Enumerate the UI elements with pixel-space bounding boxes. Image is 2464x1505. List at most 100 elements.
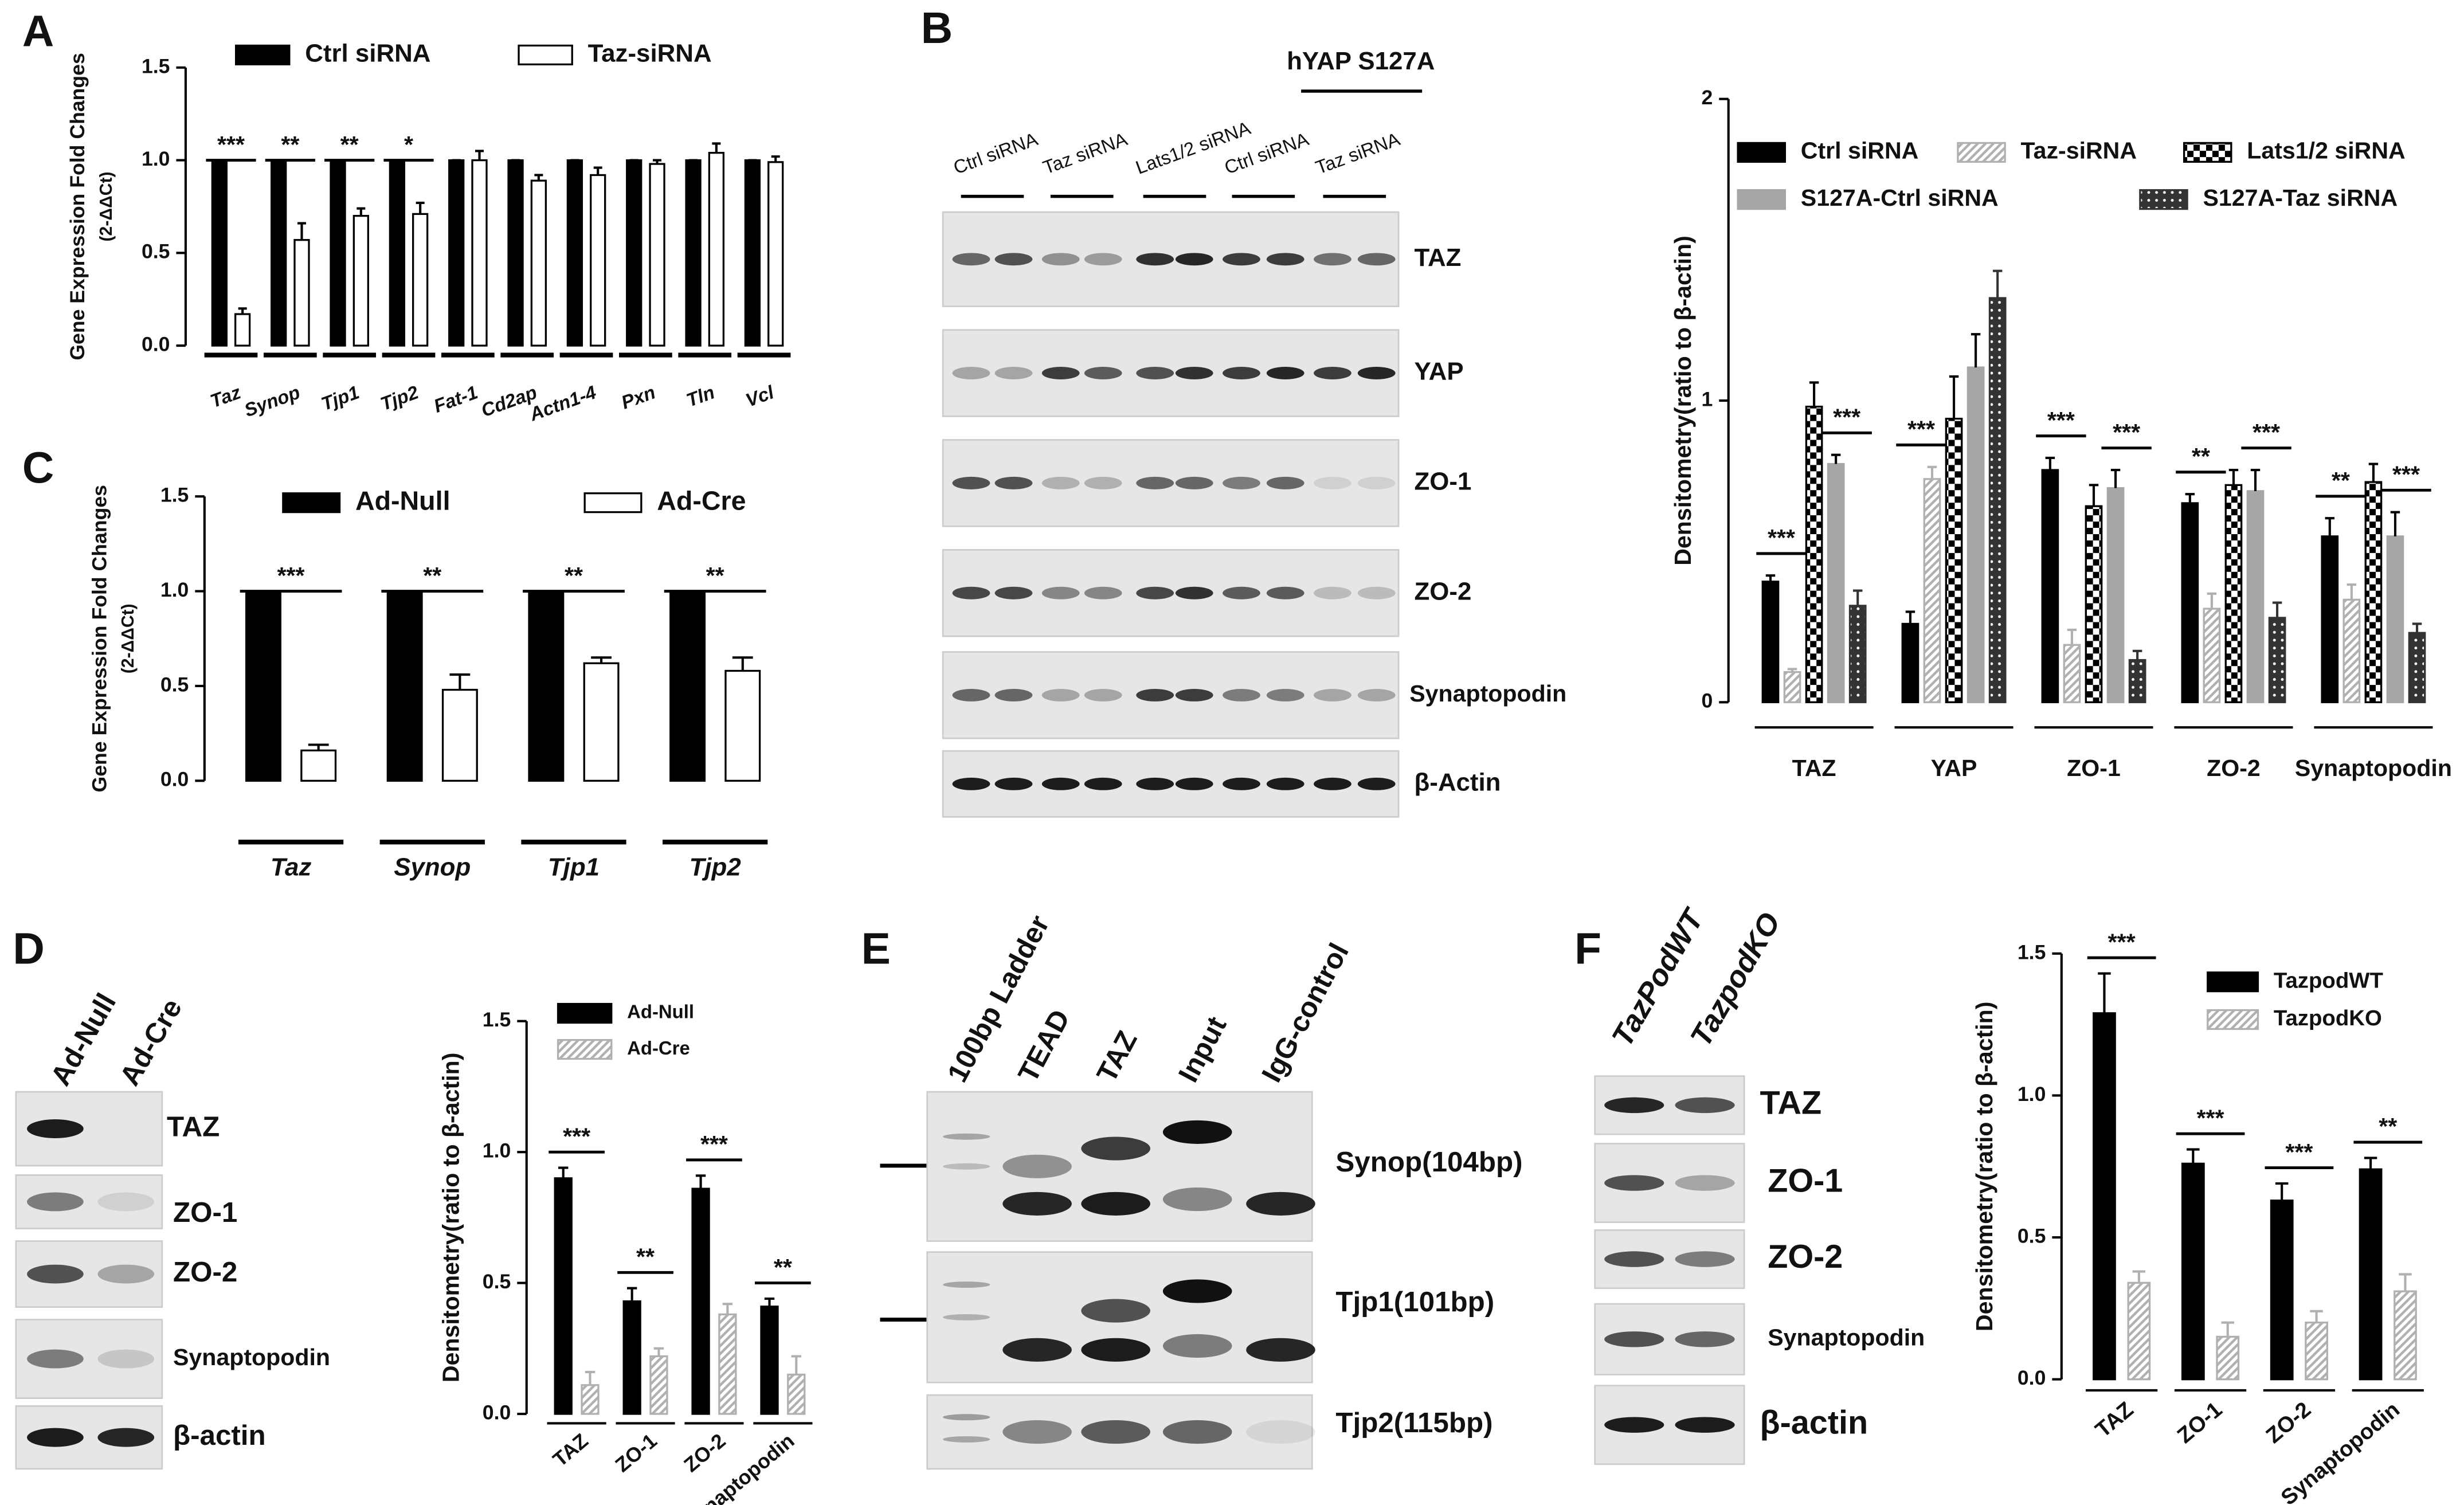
band bbox=[1357, 586, 1396, 599]
error-bar bbox=[2185, 493, 2195, 503]
error-bar bbox=[1809, 381, 1819, 407]
band bbox=[1675, 1175, 1735, 1191]
band-label: ZO-2 bbox=[173, 1256, 237, 1288]
error-bar bbox=[722, 1303, 733, 1315]
legend-label: Ctrl siRNA bbox=[305, 40, 430, 68]
significance-label: *** bbox=[2197, 1104, 2224, 1131]
band bbox=[1175, 367, 1213, 379]
band bbox=[1081, 1136, 1150, 1161]
bar bbox=[528, 590, 565, 782]
legend-swatch bbox=[1737, 142, 1787, 163]
error-bar bbox=[2187, 1148, 2200, 1164]
bar bbox=[1848, 605, 1867, 703]
bar bbox=[471, 159, 488, 347]
error-bar bbox=[2399, 1273, 2412, 1292]
error-bar bbox=[1905, 610, 1915, 624]
bar bbox=[2085, 505, 2103, 703]
x-tick-label: ZO-1 bbox=[2173, 1397, 2227, 1448]
band bbox=[1266, 253, 1305, 266]
bar bbox=[2321, 535, 2339, 703]
band bbox=[1314, 777, 1352, 790]
significance-label: *** bbox=[563, 1123, 590, 1149]
y-tick-label: 0.0 bbox=[160, 768, 189, 791]
band bbox=[994, 586, 1033, 599]
y-axis-label: Densitometry(ratio to β-actin) bbox=[1670, 236, 1696, 566]
y-axis-label: Gene Expression Fold Changes bbox=[66, 53, 89, 360]
band bbox=[1175, 586, 1213, 599]
bar bbox=[2181, 1162, 2205, 1381]
bar bbox=[507, 159, 524, 347]
x-tick-label: Tjp2 bbox=[690, 853, 741, 881]
panel-letter: C bbox=[22, 444, 54, 493]
error-bar bbox=[2368, 463, 2379, 483]
band bbox=[1162, 1187, 1232, 1212]
band bbox=[952, 586, 990, 599]
error-bar bbox=[1992, 269, 2003, 299]
bar bbox=[2394, 1290, 2417, 1381]
bar bbox=[787, 1373, 806, 1415]
legend-label: S127A-Taz siRNA bbox=[2203, 185, 2398, 211]
band bbox=[1084, 253, 1122, 266]
band bbox=[1175, 688, 1213, 701]
error-bar bbox=[1971, 333, 1981, 368]
x-tick-label: Vcl bbox=[743, 381, 777, 411]
bar bbox=[718, 1313, 737, 1415]
legend-swatch bbox=[282, 492, 341, 514]
legend-swatch bbox=[557, 1002, 613, 1024]
band bbox=[1041, 476, 1080, 489]
y-tick-label: 1.0 bbox=[160, 578, 189, 601]
bar bbox=[649, 163, 665, 347]
band bbox=[1223, 688, 1260, 701]
significance-label: ** bbox=[2192, 443, 2210, 469]
x-tick-label: Taz bbox=[271, 853, 312, 881]
band bbox=[1675, 1331, 1735, 1347]
band bbox=[27, 1428, 84, 1447]
band bbox=[952, 688, 990, 701]
y-tick-label: 0.5 bbox=[142, 240, 170, 263]
significance-label: ** bbox=[281, 131, 299, 158]
band bbox=[1604, 1175, 1664, 1191]
band bbox=[1314, 688, 1352, 701]
error-bar bbox=[416, 201, 425, 214]
error-bar bbox=[626, 1287, 637, 1302]
band bbox=[1084, 688, 1122, 701]
significance-label: ** bbox=[565, 562, 583, 589]
error-bar bbox=[771, 155, 780, 162]
lane-label: Taz siRNA bbox=[1040, 128, 1130, 178]
error-bar bbox=[2364, 1157, 2377, 1170]
band bbox=[994, 476, 1033, 489]
y-axis-label: Gene Expression Fold Changes bbox=[88, 485, 111, 792]
x-tick-label: TAZ bbox=[1792, 755, 1836, 781]
significance-label: *** bbox=[2392, 461, 2420, 488]
y-tick-label: 1.0 bbox=[142, 147, 170, 170]
band bbox=[1266, 777, 1305, 790]
band bbox=[943, 1314, 990, 1320]
band bbox=[1223, 586, 1260, 599]
band bbox=[943, 1281, 990, 1288]
bar bbox=[1967, 366, 1985, 703]
bar bbox=[2246, 490, 2265, 703]
band bbox=[1357, 777, 1396, 790]
band bbox=[952, 367, 990, 379]
error-bar bbox=[791, 1355, 801, 1375]
x-tick-label: Tjp1 bbox=[548, 853, 600, 881]
band bbox=[1162, 1334, 1232, 1358]
band bbox=[1002, 1338, 1072, 1362]
lane-label: TAZ bbox=[1091, 1026, 1143, 1087]
y-tick-label: 1.5 bbox=[142, 54, 170, 77]
legend-swatch bbox=[518, 44, 573, 66]
band bbox=[1246, 1192, 1315, 1216]
band bbox=[1002, 1192, 1072, 1216]
lane-label: TEAD bbox=[1012, 1005, 1076, 1087]
bar bbox=[2386, 535, 2404, 703]
bar bbox=[590, 174, 606, 347]
band bbox=[994, 688, 1033, 701]
x-tick-label: Actn1-4 bbox=[526, 381, 599, 425]
error-bar bbox=[308, 743, 329, 751]
band bbox=[1266, 688, 1305, 701]
error-bar bbox=[712, 142, 721, 153]
y-axis-sublabel: (2-ΔΔCt) bbox=[97, 171, 116, 241]
bar bbox=[2270, 1200, 2294, 1381]
band bbox=[1041, 253, 1080, 266]
